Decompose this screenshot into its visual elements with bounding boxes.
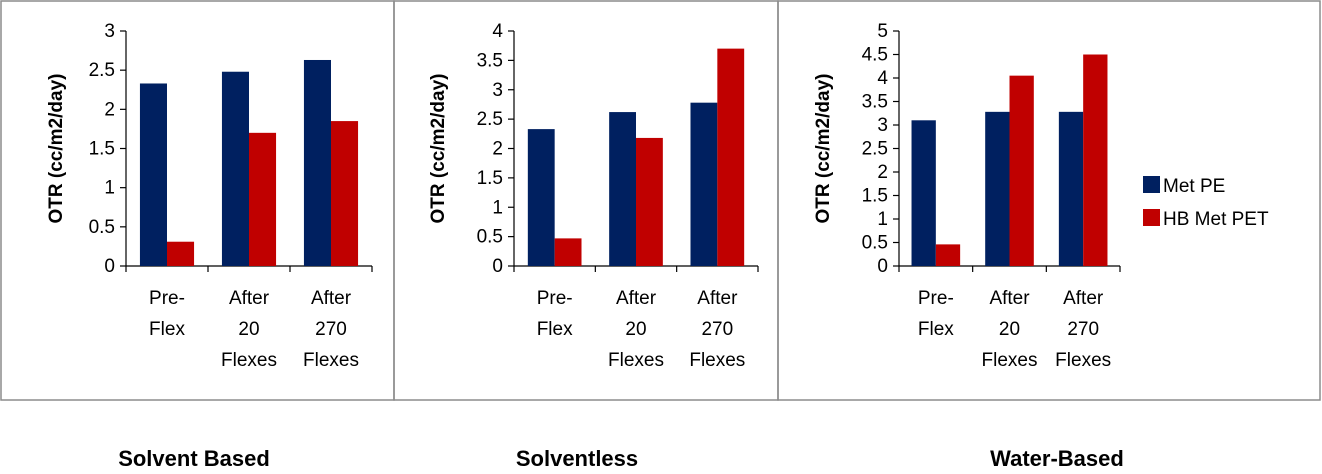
bar-chart-water-based: 00.5 11.5 22.5 33.5 44.5 5 OTR (cc/m2/day) Pre-… [813,21,1121,371]
caption-water-based: Water-Based [990,446,1124,471]
bar-hb-met-pet [1083,54,1108,266]
x-tick-label: Flex [918,319,954,340]
x-tick-label: Pre- [537,288,573,309]
x-tick-label: Flexes [608,350,664,371]
bar-met-pe [985,111,1010,266]
x-tick-label: Pre- [918,288,954,309]
chart-panel-water-based [777,0,1321,401]
x-tick-label: Flexes [221,350,277,371]
x-tick-label: 270 [701,319,733,340]
bar-hb-met-pet [331,121,359,266]
y-tick-label: 0.5 [89,217,115,238]
x-tick-label: Flex [149,319,185,340]
y-axis-label: OTR (cc/m2/day) [46,74,67,224]
legend-swatch-met-pe [1143,176,1160,193]
y-tick-label: 0.5 [862,233,888,254]
x-tick-label: 270 [315,319,347,340]
bar-chart-solventless: 0 0.5 1 1.5 2 2.5 3 3.5 4 OTR (cc/m2/day) Pre- Flex… [428,21,759,371]
x-tick-label: 20 [999,319,1020,340]
y-tick-label: 2.5 [477,109,503,130]
bar-hb-met-pet [717,48,745,266]
bar-met-pe [303,59,331,266]
bar-met-pe [139,83,167,266]
bar-met-pe [609,112,636,266]
legend-label-met-pe: Met PE [1163,176,1225,197]
x-tick-label: Flexes [1055,350,1111,371]
caption-solvent-based: Solvent Based [118,446,270,471]
bar-met-pe [527,129,555,266]
y-tick-label: 5 [877,21,888,42]
y-tick-label: 3.5 [477,50,503,71]
y-tick-label: 2 [492,139,503,160]
y-tick-label: 3 [104,21,115,42]
y-tick-label: 1.5 [477,168,503,189]
y-tick-label: 2 [877,162,888,183]
bar-met-pe [221,71,249,266]
y-tick-label: 1.5 [89,139,115,160]
bar-hb-met-pet [554,238,582,266]
y-tick-label: 0 [492,256,503,277]
legend-label-hb-met-pet: HB Met PET [1163,209,1269,230]
bar-met-pe [1058,111,1084,266]
x-tick-label: 270 [1067,319,1099,340]
bar-chart-solvent-based: 0 0.5 1 1.5 2 2.5 3 OTR (cc/m2/day) Pre- Flex Afte… [46,21,373,371]
y-axis-label: OTR (cc/m2/day) [428,74,449,224]
x-tick-label: After [229,288,270,309]
caption-solventless: Solventless [516,446,638,471]
x-tick-label: After [1063,288,1104,309]
y-tick-label: 1.5 [862,186,888,207]
y-tick-label: 1 [104,178,115,199]
y-tick-label: 0 [877,256,888,277]
x-tick-label: After [989,288,1030,309]
y-tick-label: 3 [877,115,888,136]
bar-hb-met-pet [935,244,961,266]
x-tick-label: Flexes [303,350,359,371]
y-axis-label: OTR (cc/m2/day) [813,74,834,224]
legend: Met PE HB Met PET [1143,176,1269,230]
x-tick-label: 20 [238,319,259,340]
y-tick-label: 3 [492,80,503,101]
y-tick-label: 3.5 [862,92,888,113]
y-tick-label: 4 [877,68,888,89]
y-tick-label: 4 [492,21,503,42]
bar-hb-met-pet [1009,75,1034,267]
y-tick-label: 4.5 [862,45,888,66]
legend-swatch-hb-met-pet [1143,209,1160,226]
bar-hb-met-pet [249,132,277,266]
x-tick-label: Flexes [982,350,1038,371]
bar-met-pe [690,102,718,266]
y-tick-label: 2.5 [89,60,115,81]
y-tick-label: 0 [104,256,115,277]
y-tick-label: 1 [877,209,888,230]
y-tick-label: 0.5 [477,227,503,248]
x-tick-label: Pre- [149,288,185,309]
x-tick-label: Flex [537,319,573,340]
x-tick-label: After [616,288,657,309]
y-tick-label: 2 [104,99,115,120]
x-tick-label: Flexes [689,350,745,371]
x-tick-label: After [697,288,738,309]
bar-hb-met-pet [167,241,195,266]
x-tick-label: After [311,288,352,309]
x-tick-label: 20 [625,319,646,340]
bar-met-pe [911,120,936,266]
y-tick-label: 1 [492,197,503,218]
y-tick-label: 2.5 [862,139,888,160]
bar-hb-met-pet [636,137,663,266]
